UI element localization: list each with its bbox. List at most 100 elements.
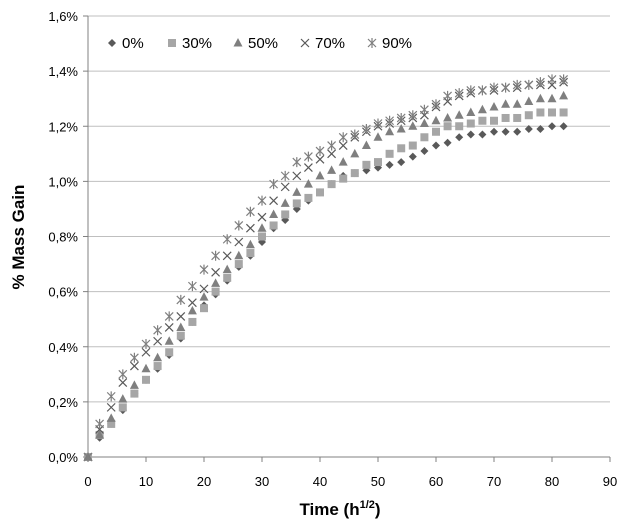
point-series-1: [362, 160, 371, 169]
point-series-1: [466, 119, 475, 128]
point-series-2: [559, 90, 569, 100]
point-series-0: [420, 147, 429, 156]
point-series-2: [535, 93, 545, 103]
point-series-1: [420, 133, 429, 142]
point-series-4: [373, 118, 383, 129]
point-series-3: [245, 223, 255, 233]
point-series-0: [443, 138, 452, 147]
point-series-1: [258, 232, 266, 241]
point-series-2: [245, 239, 255, 249]
point-series-4: [361, 124, 371, 135]
point-series-4: [234, 220, 244, 231]
point-series-4: [95, 418, 105, 429]
point-series-3: [315, 154, 325, 164]
point-series-2: [466, 107, 476, 116]
point-series-2: [524, 96, 534, 105]
point-series-0: [501, 127, 510, 136]
point-series-4: [547, 74, 557, 85]
legend-marker-1: [168, 39, 176, 47]
point-series-4: [501, 82, 511, 93]
point-series-1: [153, 362, 162, 371]
x-tick-label: 50: [371, 474, 385, 489]
point-series-1: [211, 287, 220, 296]
y-tick-label: 0,4%: [48, 340, 78, 355]
point-series-0: [455, 133, 464, 142]
y-tick-label: 0,6%: [48, 285, 78, 300]
point-series-2: [187, 305, 197, 315]
axes: [83, 15, 611, 462]
y-tick-label: 1,4%: [48, 64, 78, 79]
point-series-2: [199, 292, 209, 301]
grid-lines: [88, 15, 610, 403]
point-series-1: [350, 169, 359, 178]
point-series-4: [315, 146, 325, 157]
point-series-4: [187, 281, 197, 292]
point-series-0: [432, 141, 440, 150]
point-series-1: [339, 174, 348, 183]
point-series-4: [466, 85, 476, 96]
point-series-0: [548, 122, 556, 131]
y-axis-title: % Mass Gain: [9, 185, 28, 290]
point-series-4: [443, 90, 453, 101]
x-tick-label: 40: [313, 474, 327, 489]
point-series-4: [559, 74, 569, 85]
legend-label-1: 30%: [182, 35, 212, 52]
point-series-2: [141, 363, 151, 373]
x-tick-label: 60: [429, 474, 443, 489]
point-series-4: [269, 179, 279, 190]
legend-marker-0: [108, 39, 116, 47]
point-series-0: [513, 127, 522, 136]
point-series-3: [153, 336, 163, 346]
point-series-2: [477, 104, 487, 114]
point-series-2: [234, 250, 244, 260]
y-tick-label: 1,0%: [48, 174, 78, 189]
legend-marker-4: [367, 38, 377, 48]
point-series-1: [536, 108, 545, 117]
legend-label-0: 0%: [122, 35, 144, 52]
y-tick-label: 0,0%: [48, 450, 78, 465]
point-series-2: [164, 336, 174, 345]
point-series-4: [199, 264, 209, 275]
point-series-2: [385, 126, 395, 136]
point-series-1: [188, 317, 197, 326]
point-series-2: [269, 209, 279, 218]
x-axis-title: Time (h1/2): [299, 499, 380, 519]
point-series-2: [547, 93, 557, 103]
point-series-2: [338, 157, 348, 166]
point-series-1: [443, 122, 452, 131]
point-series-2: [396, 124, 406, 133]
point-series-2: [153, 352, 163, 362]
point-series-4: [153, 325, 163, 336]
point-series-1: [559, 108, 568, 117]
point-series-3: [338, 141, 348, 150]
point-series-3: [222, 251, 232, 261]
point-series-1: [490, 116, 498, 125]
point-series-1: [524, 111, 533, 120]
point-series-1: [374, 158, 382, 167]
legend: 0% 30% 50% 70% 90%: [108, 35, 412, 52]
point-series-3: [106, 402, 116, 412]
point-series-0: [466, 130, 475, 139]
point-series-0: [536, 125, 545, 134]
point-series-0: [559, 122, 568, 131]
point-series-3: [164, 323, 174, 332]
point-series-4: [222, 234, 232, 245]
point-series-3: [257, 212, 267, 222]
point-series-4: [524, 79, 534, 90]
y-tick-label: 1,2%: [48, 119, 78, 134]
point-series-4: [489, 82, 499, 93]
legend-marker-3: [300, 38, 310, 48]
point-series-3: [269, 196, 279, 206]
point-series-2: [106, 413, 116, 422]
data-points: [83, 74, 569, 462]
point-series-4: [118, 369, 128, 380]
point-series-4: [512, 79, 522, 90]
point-series-2: [176, 322, 186, 331]
point-series-2: [408, 121, 418, 130]
point-series-1: [281, 210, 290, 219]
point-series-1: [107, 419, 116, 428]
point-series-4: [350, 129, 360, 140]
point-series-4: [385, 115, 395, 126]
point-series-3: [141, 347, 151, 357]
point-series-1: [327, 180, 336, 189]
